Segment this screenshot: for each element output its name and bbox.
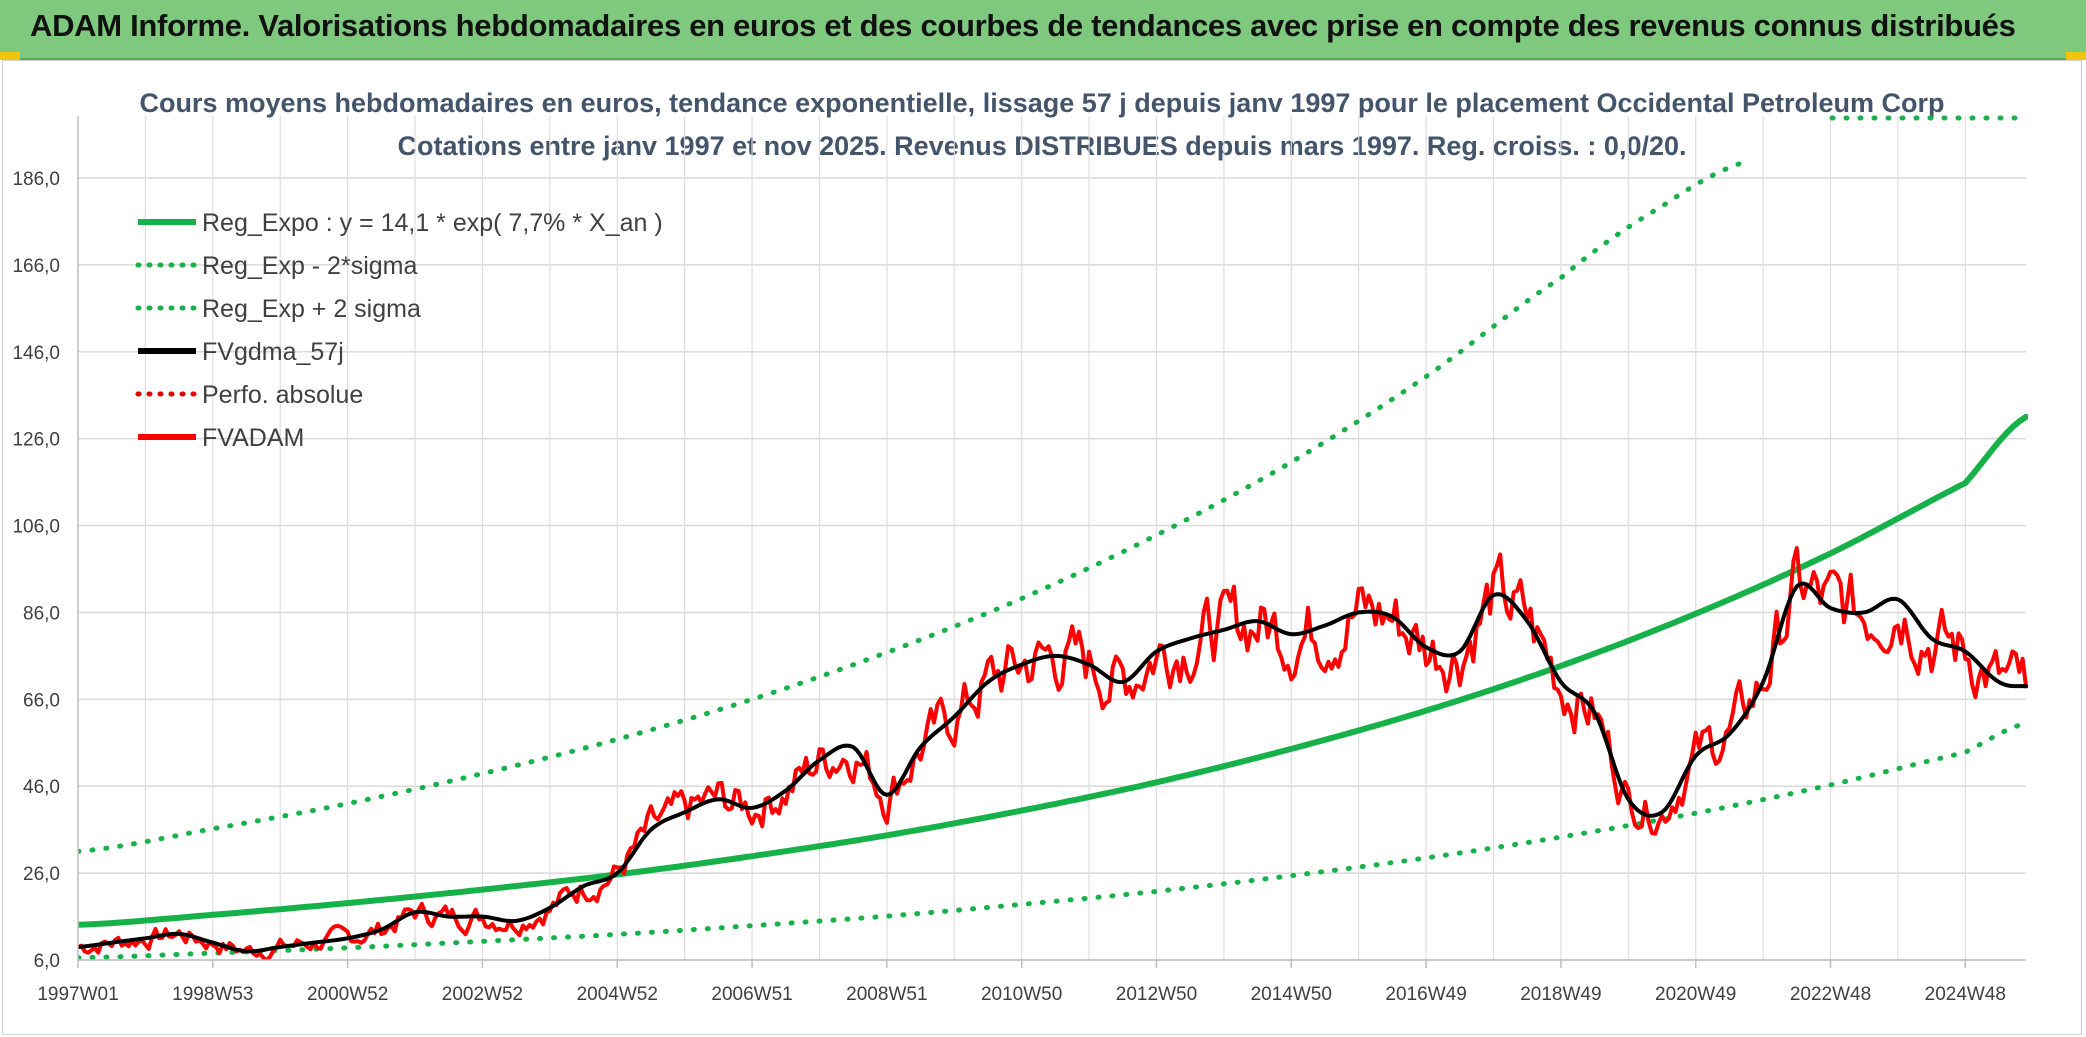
chart-legend: Reg_Expo : y = 14,1 * exp( 7,7% * X_an )…: [135, 209, 663, 452]
x-tick-label: 1998W53: [172, 984, 253, 1005]
chart-series-layer: [78, 115, 2029, 960]
legend-label: Reg_Expo : y = 14,1 * exp( 7,7% * X_an ): [202, 209, 663, 237]
legend-label: Reg_Exp + 2 sigma: [202, 295, 421, 323]
y-tick-label: 86,0: [23, 603, 60, 624]
corner-marker-right: [2066, 52, 2086, 60]
x-tick-label: 2000W52: [307, 984, 388, 1005]
x-tick-label: 2010W50: [981, 984, 1062, 1005]
x-tick-label: 2024W48: [1925, 984, 2006, 1005]
y-tick-label: 166,0: [12, 256, 60, 277]
x-tick-label: 2014W50: [1251, 984, 1332, 1005]
legend-label: Reg_Exp - 2*sigma: [202, 252, 417, 280]
legend-label: Perfo. absolue: [202, 381, 363, 409]
x-tick-label: 2004W52: [577, 984, 658, 1005]
x-tick-label: 1997W01: [37, 984, 118, 1005]
y-tick-label: 6,0: [34, 951, 60, 972]
y-tick-label: 186,0: [12, 169, 60, 190]
legend-label: FVgdma_57j: [202, 338, 344, 366]
report-banner: ADAM Informe. Valorisations hebdomadaire…: [0, 0, 2086, 60]
chart-grid: [78, 116, 2026, 961]
chart-subtitle: Cotations entre janv 1997 et nov 2025. R…: [397, 131, 1686, 161]
x-tick-label: 2018W49: [1520, 984, 1601, 1005]
legend-label: FVADAM: [202, 424, 304, 452]
x-tick-label: 2008W51: [846, 984, 927, 1005]
series-line-0: [78, 413, 2028, 928]
series-line-1: [78, 720, 2028, 960]
y-tick-label: 66,0: [23, 690, 60, 711]
report-title: ADAM Informe. Valorisations hebdomadaire…: [30, 8, 2016, 43]
x-tick-label: 2006W51: [711, 984, 792, 1005]
chart-title: Cours moyens hebdomadaires en euros, ten…: [139, 88, 1944, 118]
chart-frame: [2, 60, 2082, 1035]
y-tick-label: 106,0: [12, 517, 60, 538]
x-tick-label: 2016W49: [1385, 984, 1466, 1005]
corner-marker-left: [0, 52, 20, 60]
x-tick-label: 2020W49: [1655, 984, 1736, 1005]
series-line-2: [78, 158, 1753, 854]
x-tick-label: 2012W50: [1116, 984, 1197, 1005]
y-tick-label: 26,0: [23, 864, 60, 885]
y-tick-label: 46,0: [23, 777, 60, 798]
y-tick-label: 146,0: [12, 343, 60, 364]
x-tick-label: 2002W52: [442, 984, 523, 1005]
series-line-3: [78, 581, 2028, 954]
y-tick-label: 126,0: [12, 430, 60, 451]
x-tick-label: 2022W48: [1790, 984, 1871, 1005]
chart-axes: 6,0 26,0 46,0 66,0 86,0 106,0 126,0 146,0 166,0 1…: [12, 116, 2026, 1005]
